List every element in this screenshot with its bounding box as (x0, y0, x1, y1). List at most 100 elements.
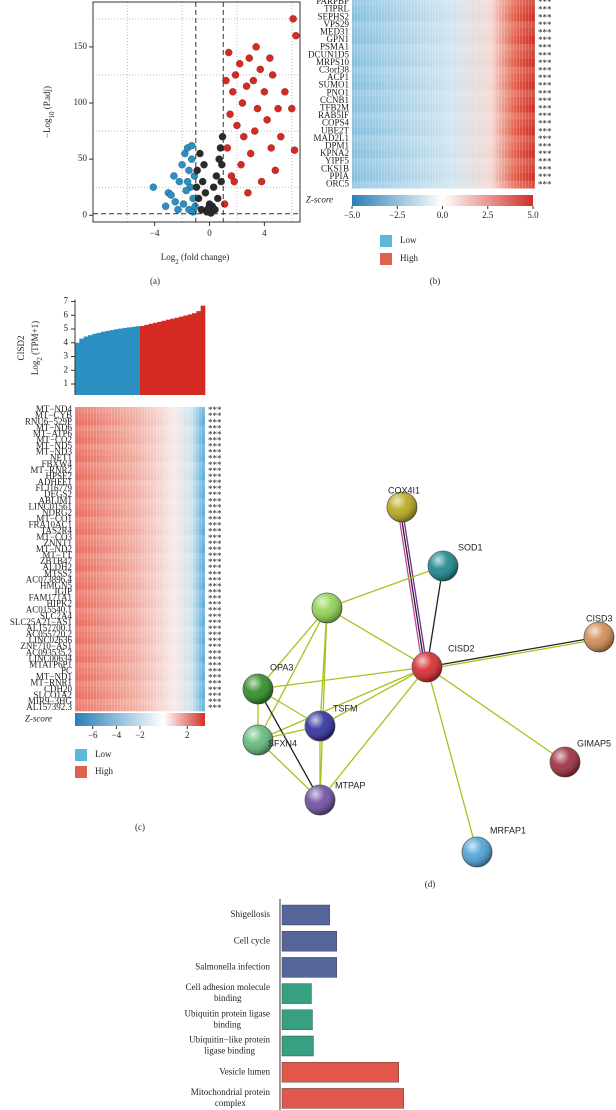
edge (426, 636, 600, 668)
significance: *** (208, 588, 222, 598)
row-label: FAM171A1 (29, 593, 72, 603)
row-label: MT−TT (42, 550, 72, 560)
edge (319, 666, 428, 801)
node-shine (243, 674, 273, 704)
panel-label: (b) (430, 276, 441, 286)
point (268, 71, 277, 79)
row-label: AL157700.1 (26, 623, 72, 633)
bar (153, 322, 158, 395)
row-label: ALDH2 (43, 562, 73, 572)
row-label: MT−CO2 (36, 435, 72, 445)
bar (101, 331, 106, 395)
point (263, 116, 271, 124)
point (238, 99, 247, 107)
significance: *** (208, 575, 222, 585)
colorbar-tick-label: 2.5 (482, 210, 494, 220)
point (220, 200, 229, 208)
bar (96, 332, 102, 395)
significance: *** (538, 43, 552, 53)
point (244, 188, 252, 197)
point (245, 54, 254, 62)
significance: *** (208, 496, 222, 506)
significance: *** (208, 618, 222, 628)
significance: *** (538, 65, 552, 75)
point (271, 166, 280, 175)
legend-swatch (75, 766, 87, 778)
significance: *** (208, 423, 222, 433)
row-label: SLC25A21−AS1 (10, 617, 72, 627)
edge (257, 607, 328, 690)
edge (401, 506, 428, 668)
bar (75, 342, 80, 395)
row-label: MIR9−3HG (28, 696, 73, 706)
significance: *** (208, 654, 222, 664)
significance: *** (208, 612, 222, 622)
node-label: MTPAP (335, 780, 365, 790)
y-axis-label-part: 10 (48, 111, 56, 119)
significance: *** (208, 630, 222, 640)
point (250, 127, 259, 135)
bar (281, 1009, 313, 1030)
significance: *** (208, 636, 222, 646)
point (178, 160, 186, 169)
significance: *** (538, 88, 552, 98)
bar (135, 326, 141, 395)
bar (281, 957, 338, 978)
legend-label: High (95, 766, 114, 776)
row-label: HPSE2 (45, 471, 72, 481)
significance: *** (208, 508, 222, 518)
row-label: IGIP (55, 587, 73, 597)
y-tick-label: 7 (64, 296, 69, 306)
point (242, 82, 251, 91)
significance: *** (208, 405, 222, 415)
category-label: complex (215, 1098, 246, 1108)
bar (140, 325, 145, 395)
bar (161, 320, 167, 395)
significance: *** (208, 502, 222, 512)
significance: *** (208, 642, 222, 652)
row-label: PNO1 (326, 87, 349, 97)
legend-swatch (75, 749, 87, 761)
colorbar-label: Z-score (25, 714, 52, 724)
bar (179, 316, 184, 395)
significance: *** (538, 0, 552, 7)
y-axis-label-part: Log (30, 360, 40, 375)
bar (166, 319, 171, 395)
row-label: AC073896.4 (26, 574, 73, 584)
significance: *** (538, 164, 552, 174)
significance: *** (538, 119, 552, 129)
edge (399, 507, 426, 668)
y-axis-label-part: 2 (36, 357, 44, 361)
bar (174, 317, 180, 395)
row-label: MT−ND6 (36, 422, 73, 432)
colorbar (75, 713, 205, 726)
significance: *** (538, 179, 552, 189)
row-label: AC015540.1 (26, 605, 72, 615)
point (226, 110, 234, 119)
colorbar-tick-label: −6 (88, 730, 98, 740)
x-axis-label-part: Log (161, 252, 176, 262)
point (252, 43, 260, 51)
significance: *** (208, 484, 222, 494)
row-label: FBXW4 (41, 459, 72, 469)
y-tick-label: 1 (64, 378, 69, 388)
row-label: MT−ND3 (36, 447, 73, 457)
point (249, 76, 258, 85)
significance: *** (538, 103, 552, 113)
node-shine (412, 652, 442, 682)
category-label: Cell adhesion molecule (186, 982, 270, 992)
point (170, 172, 178, 180)
row-label: AL157392.3 (26, 702, 72, 712)
row-label: MT−CYB (35, 410, 72, 420)
legend-swatch (380, 253, 392, 265)
row-label: ABLIM1 (39, 495, 73, 505)
x-axis-label-part: (fold change) (179, 252, 229, 262)
significance: *** (538, 81, 552, 91)
point (187, 141, 196, 150)
row-label: DCUN1D5 (308, 49, 350, 59)
significance: *** (208, 624, 222, 634)
node-label: SOD1 (458, 542, 483, 552)
significance: *** (208, 557, 222, 567)
significance: *** (538, 27, 552, 37)
edge (319, 607, 328, 801)
